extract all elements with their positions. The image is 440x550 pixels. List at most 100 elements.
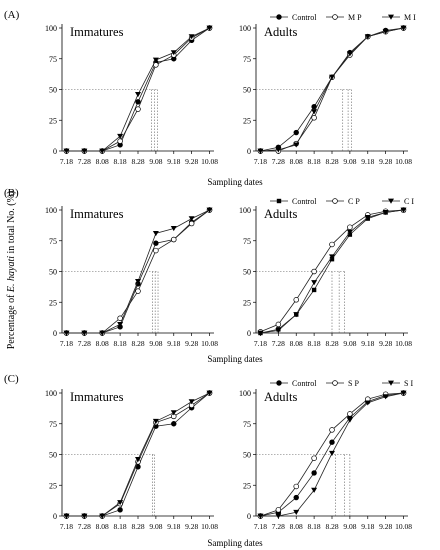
x-axis-label-b: Sampling dates: [207, 354, 263, 364]
panel-5-x-tick-label: 9.08: [149, 522, 162, 531]
panel-5-x-tick-label: 8.18: [114, 522, 127, 531]
panel-6-series-3-point: [364, 400, 371, 406]
panel-3-series-3-point: [117, 321, 124, 328]
panel-6-legend-label: S P: [348, 379, 359, 388]
panel-4-series-2-point: [293, 297, 299, 303]
panel-2-legend-label: Control: [292, 13, 317, 22]
panel-2-legend-marker: [276, 14, 282, 20]
panel-2-x-tick-label: 7.28: [272, 157, 285, 166]
panel-2-series-2-point: [311, 115, 317, 121]
panel-1-series-3-point: [117, 133, 124, 139]
panel-6-series-2-point: [311, 455, 317, 461]
panel-3-series-2-point: [153, 247, 159, 254]
panel-1-series-2-point: [117, 138, 123, 144]
panel-6-series-2-point: [329, 427, 335, 433]
panel-4-series-3-point: [346, 229, 353, 235]
panel-4-x-tick-label: 8.08: [290, 339, 303, 348]
panel-1-x-tick-label: 8.28: [131, 157, 144, 166]
panel-1-label: (A): [4, 9, 20, 21]
panel-3-title: Immatures: [70, 207, 124, 221]
panel-1-series-3-point: [152, 57, 159, 63]
panel-4-y-tick-label: 100: [239, 206, 251, 215]
panel-4-x-tick-label: 9.08: [343, 339, 356, 348]
panel-3-y-tick-label: 0: [53, 329, 57, 338]
panel-4-x-tick-label: 8.28: [325, 339, 338, 348]
panel-1-x-tick-label: 7.28: [78, 157, 91, 166]
panel-5-x-tick-label: 7.18: [60, 522, 73, 531]
panel-6-series-1-point: [311, 470, 317, 476]
panel-5-series-1-point: [117, 507, 123, 513]
panel-1-y-tick-label: 50: [49, 86, 57, 95]
panel-2-legend-label: M I: [404, 13, 416, 22]
panel-3-series-2-point: [188, 220, 195, 227]
panel-2-legend-marker: [388, 14, 394, 20]
panel-4-y-tick-label: 25: [243, 298, 251, 307]
panel-6-x-tick-label: 8.28: [325, 522, 338, 531]
panel-6-x-tick-label: 10.08: [395, 522, 412, 531]
panel-3-x-tick-label: 7.28: [78, 339, 91, 348]
ylabel-prefix: Percentage of: [6, 292, 17, 349]
panel-6-series-1-point: [329, 439, 335, 445]
panel-4-y-tick-label: 0: [247, 329, 251, 338]
panel-6-series-3-point: [293, 509, 300, 516]
panel-3-x-tick-label: 9.18: [167, 339, 180, 348]
panel-5-y-tick-label: 75: [49, 420, 57, 429]
panel-1-series-3-point: [81, 148, 88, 154]
panel-1-x-tick-label: 8.18: [114, 157, 127, 166]
panel-1-series-3-point: [63, 148, 70, 154]
panel-2-x-tick-label: 8.28: [325, 157, 338, 166]
panel-4-series-2-point: [311, 268, 317, 275]
panel-5-series-3-point: [117, 500, 124, 506]
panel-6-series-3-point: [311, 487, 318, 493]
panel-4-series-3-point: [329, 254, 335, 260]
panel-6-legend-label: Control: [292, 379, 317, 388]
panel-3-x-tick-label: 8.28: [131, 339, 144, 348]
panel-6-x-tick-label: 9.28: [379, 522, 392, 531]
panel-6-x-tick-label: 7.28: [272, 522, 285, 531]
panel-4-series-3-point: [364, 214, 371, 221]
ylabel-species: E. hayati: [6, 256, 17, 293]
panel-5-y-tick-label: 0: [53, 512, 57, 521]
panel-4-series-3-point: [257, 330, 264, 336]
panel-3-series-3-point: [135, 278, 141, 285]
panel-3-y-tick-label: 75: [49, 237, 57, 246]
panel-6-title: Adults: [264, 390, 297, 404]
x-axis-label-a: Sampling dates: [207, 177, 263, 187]
panel-1-x-tick-label: 9.28: [185, 157, 198, 166]
panel-2-series-3-point: [329, 74, 335, 80]
panel-6-series-2-point: [347, 411, 353, 417]
panel-4-legend-marker: [388, 198, 394, 204]
panel-4-legend-label: C P: [348, 197, 360, 206]
panel-2-series-3-point: [293, 142, 300, 148]
panel-4-x-tick-label: 7.28: [272, 339, 285, 348]
panel-4-series-2-point: [347, 224, 353, 230]
panel-3-x-tick-label: 8.18: [114, 339, 127, 348]
panel-1-title: Immatures: [70, 25, 124, 39]
panel-3-series-3-point: [188, 216, 195, 222]
panel-2-legend-label: M P: [348, 13, 362, 22]
panel-1-x-tick-label: 10.08: [201, 157, 218, 166]
panel-6-legend-marker: [388, 380, 394, 386]
panel-4-x-tick-label: 7.18: [254, 339, 267, 348]
panel-1-x-tick-label: 9.08: [149, 157, 162, 166]
panel-1-y-tick-label: 0: [53, 147, 57, 156]
data-layer: [63, 25, 407, 519]
panel-6-legend-marker: [276, 380, 282, 386]
panel-1-series-3-point: [99, 148, 106, 154]
panel-3-series-3-point: [99, 330, 106, 336]
panel-5-title: Immatures: [70, 390, 124, 404]
panel-4-series-3-point: [382, 210, 389, 216]
panel-4-x-tick-label: 9.28: [379, 339, 392, 348]
panel-1-x-tick-label: 9.18: [167, 157, 180, 166]
panel-2-x-tick-label: 7.18: [254, 157, 267, 166]
panel-4-legend-label: C I: [404, 197, 414, 206]
panel-2-y-tick-label: 50: [243, 86, 251, 95]
panel-1-y-tick-label: 25: [49, 116, 57, 125]
panel-3-x-tick-label: 9.28: [185, 339, 198, 348]
panel-3-y-tick-label: 25: [49, 298, 57, 307]
panel-1-y-tick-label: 75: [49, 55, 57, 64]
panel-6-x-tick-label: 8.08: [290, 522, 303, 531]
panel-4-series-1-point: [311, 287, 317, 293]
panel-6-series-3-point: [275, 513, 282, 519]
